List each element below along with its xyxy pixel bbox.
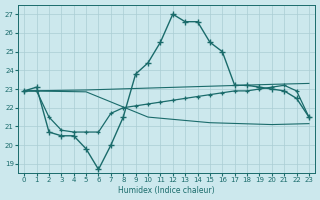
X-axis label: Humidex (Indice chaleur): Humidex (Indice chaleur) bbox=[118, 186, 215, 195]
